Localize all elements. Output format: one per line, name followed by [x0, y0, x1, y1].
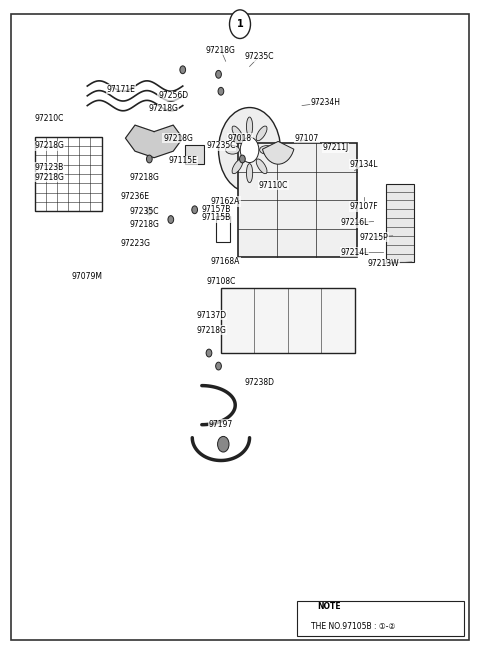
Text: 97157B: 97157B — [202, 205, 231, 215]
Text: 97197: 97197 — [209, 420, 233, 429]
Bar — [297, 600, 464, 636]
Text: 97218G: 97218G — [130, 173, 159, 182]
Text: 97107: 97107 — [295, 133, 319, 143]
Text: 97108C: 97108C — [206, 277, 236, 286]
Circle shape — [216, 71, 221, 78]
Ellipse shape — [256, 159, 267, 174]
Circle shape — [218, 88, 224, 95]
Text: 97238D: 97238D — [244, 378, 274, 387]
Text: 97235C: 97235C — [206, 141, 236, 150]
Text: 97115E: 97115E — [168, 156, 197, 165]
Text: THE NO.97105B : ①-②: THE NO.97105B : ①-② — [311, 622, 395, 631]
Circle shape — [218, 107, 281, 192]
Bar — [35, 137, 102, 211]
Circle shape — [146, 155, 152, 163]
Text: 97107F: 97107F — [350, 202, 378, 211]
Circle shape — [240, 155, 245, 163]
Circle shape — [206, 349, 212, 357]
Text: 97213W: 97213W — [367, 260, 399, 268]
Text: NOTE: NOTE — [317, 602, 341, 611]
Text: 97171E: 97171E — [106, 85, 135, 94]
Circle shape — [229, 10, 251, 39]
Circle shape — [217, 436, 229, 452]
Text: 97162A: 97162A — [211, 197, 240, 206]
Bar — [185, 145, 204, 164]
Circle shape — [216, 362, 221, 370]
Text: 97210C: 97210C — [35, 114, 64, 123]
Circle shape — [240, 137, 259, 163]
Ellipse shape — [226, 146, 240, 154]
Text: 97235C: 97235C — [130, 207, 159, 216]
Bar — [221, 288, 355, 353]
Text: 97137D: 97137D — [196, 311, 227, 320]
Text: 97218G: 97218G — [163, 133, 193, 143]
Text: 97018: 97018 — [228, 133, 252, 143]
Ellipse shape — [256, 126, 267, 141]
Circle shape — [244, 142, 255, 158]
Bar — [216, 216, 230, 243]
Circle shape — [180, 66, 186, 74]
Text: 97115B: 97115B — [202, 213, 231, 222]
Polygon shape — [125, 125, 183, 158]
Text: 97256D: 97256D — [158, 92, 188, 100]
Ellipse shape — [232, 126, 243, 141]
Text: 97168A: 97168A — [211, 258, 240, 266]
Text: 97234H: 97234H — [311, 98, 341, 107]
Text: 97236E: 97236E — [120, 192, 149, 201]
Text: 97218G: 97218G — [149, 105, 179, 113]
Wedge shape — [263, 141, 294, 164]
Text: 97218G: 97218G — [196, 326, 226, 335]
Ellipse shape — [246, 164, 252, 182]
Text: 97134L: 97134L — [350, 160, 378, 169]
Text: 97214L: 97214L — [340, 248, 369, 256]
Ellipse shape — [246, 117, 252, 136]
Circle shape — [168, 216, 174, 224]
Circle shape — [235, 135, 240, 143]
Text: 97218G: 97218G — [130, 220, 159, 229]
Text: 97079M: 97079M — [72, 271, 103, 281]
Text: 97218G: 97218G — [206, 46, 236, 55]
Circle shape — [146, 207, 152, 215]
Bar — [238, 143, 357, 257]
Text: 97216L: 97216L — [340, 218, 369, 228]
Text: 1: 1 — [237, 19, 243, 29]
Text: 97223G: 97223G — [120, 239, 150, 248]
Text: 97235C: 97235C — [244, 52, 274, 61]
Text: 97215P: 97215P — [359, 233, 388, 241]
Text: 97218G: 97218G — [34, 141, 64, 150]
Text: 97211J: 97211J — [322, 143, 348, 152]
Text: 97123B: 97123B — [35, 163, 64, 172]
Bar — [385, 184, 414, 262]
Text: 97218G: 97218G — [34, 173, 64, 182]
Text: 97110C: 97110C — [259, 181, 288, 190]
Ellipse shape — [232, 159, 243, 174]
Circle shape — [192, 206, 198, 214]
Ellipse shape — [260, 146, 274, 154]
